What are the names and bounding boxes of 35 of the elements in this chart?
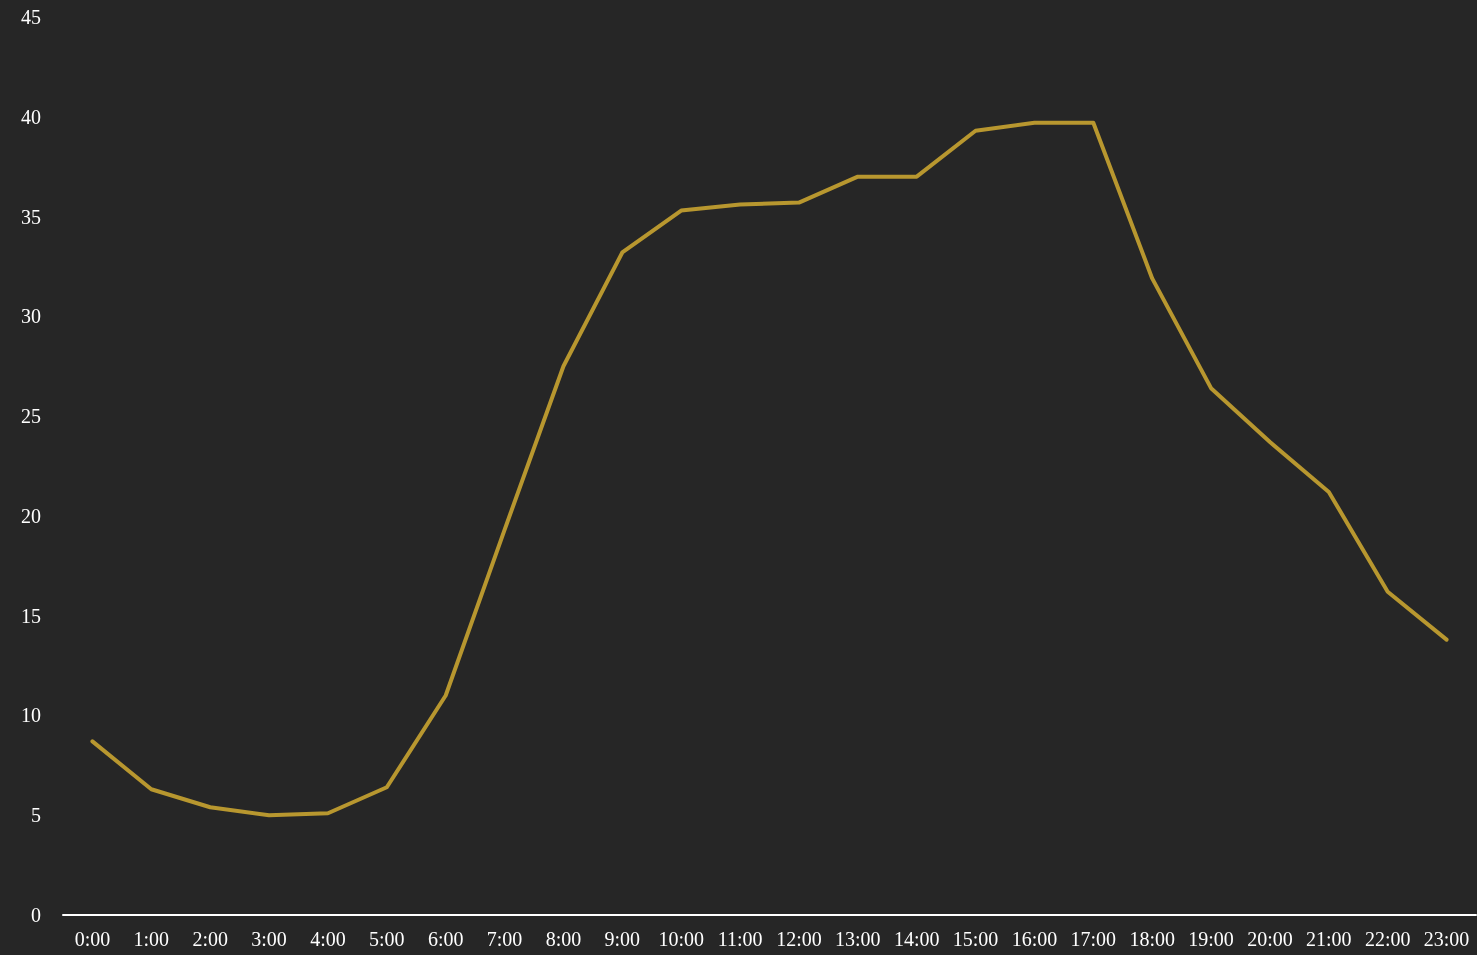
x-tick-label: 19:00 (1188, 928, 1234, 950)
x-tick-label: 21:00 (1306, 928, 1352, 950)
x-tick-label: 2:00 (192, 928, 228, 950)
x-tick-label: 3:00 (251, 928, 287, 950)
x-tick-label: 11:00 (717, 928, 763, 950)
x-tick-label: 23:00 (1423, 928, 1470, 950)
y-tick-label: 35 (21, 205, 41, 228)
y-tick-label: 15 (21, 604, 41, 627)
x-tick-label: 14:00 (893, 928, 940, 950)
y-tick-label: 40 (21, 105, 41, 128)
y-tick-label: 25 (21, 405, 41, 428)
x-tick-label: 4:00 (310, 928, 346, 950)
y-tick-label: 20 (21, 504, 41, 527)
x-tick-label: 7:00 (486, 928, 523, 950)
x-tick-label: 17:00 (1070, 928, 1117, 950)
x-tick-label: 22:00 (1364, 928, 1411, 950)
x-tick-label: 15:00 (952, 928, 999, 950)
x-tick-label: 6:00 (427, 928, 464, 950)
x-tick-label: 0:00 (74, 928, 111, 950)
x-tick-label: 9:00 (604, 928, 641, 950)
y-tick-label: 45 (21, 6, 41, 28)
x-tick-label: 10:00 (658, 928, 704, 950)
x-tick-label: 20:00 (1247, 928, 1293, 950)
x-tick-label: 1:00 (133, 928, 170, 950)
x-tick-label: 12:00 (776, 928, 822, 950)
line-series (90, 120, 1449, 818)
x-tick-label: 18:00 (1129, 928, 1175, 950)
x-tick-label: 8:00 (545, 928, 582, 950)
y-tick-label: 0 (31, 904, 41, 926)
x-tick-label: 5:00 (369, 928, 405, 950)
x-tick-label: 13:00 (835, 928, 881, 950)
y-tick-label: 10 (21, 704, 41, 727)
y-tick-label: 5 (31, 804, 41, 827)
x-tick-label: 16:00 (1011, 928, 1058, 950)
y-tick-label: 30 (21, 305, 41, 328)
